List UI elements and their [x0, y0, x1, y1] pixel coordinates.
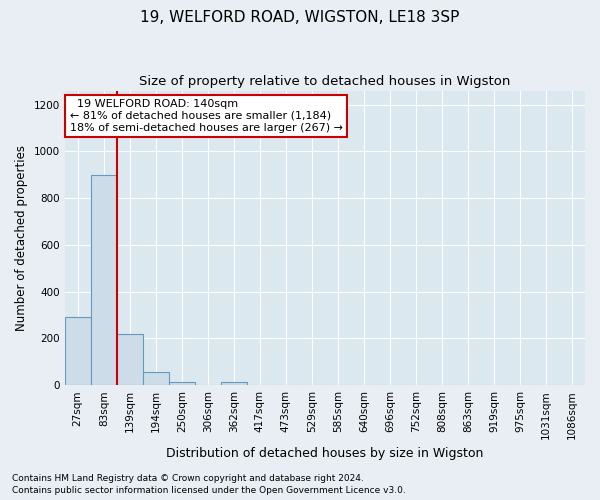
Y-axis label: Number of detached properties: Number of detached properties — [15, 145, 28, 331]
Title: Size of property relative to detached houses in Wigston: Size of property relative to detached ho… — [139, 75, 511, 88]
Bar — [169, 382, 195, 385]
Bar — [221, 382, 247, 385]
Text: Contains HM Land Registry data © Crown copyright and database right 2024.
Contai: Contains HM Land Registry data © Crown c… — [12, 474, 406, 495]
Text: 19, WELFORD ROAD, WIGSTON, LE18 3SP: 19, WELFORD ROAD, WIGSTON, LE18 3SP — [140, 10, 460, 25]
X-axis label: Distribution of detached houses by size in Wigston: Distribution of detached houses by size … — [166, 447, 484, 460]
Bar — [65, 318, 91, 385]
Bar — [117, 334, 143, 385]
Text: 19 WELFORD ROAD: 140sqm
← 81% of detached houses are smaller (1,184)
18% of semi: 19 WELFORD ROAD: 140sqm ← 81% of detache… — [70, 100, 343, 132]
Bar — [143, 372, 169, 385]
Bar — [91, 174, 117, 385]
